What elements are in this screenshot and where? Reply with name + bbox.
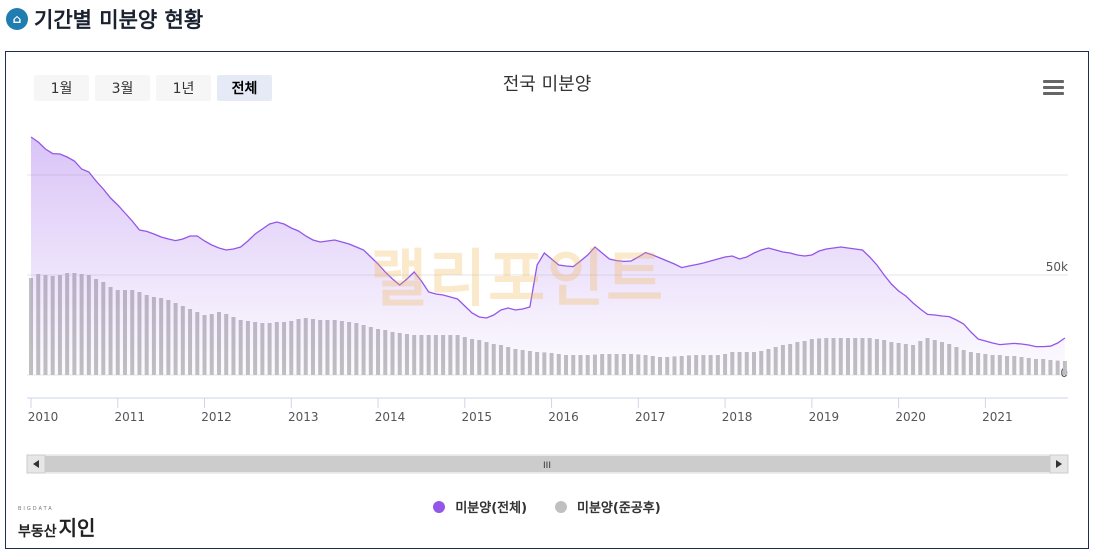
logo: BIGDATA 부동산 지인: [18, 506, 96, 540]
x-tick-label: 2017: [635, 410, 666, 424]
legend: 미분양(전체) 미분양(준공후): [0, 497, 1094, 516]
x-tick-label: 2020: [895, 410, 926, 424]
hamburger-icon[interactable]: [1043, 80, 1064, 98]
chart-title: 전국 미분양: [502, 74, 592, 95]
range-button-1m[interactable]: 1월: [34, 75, 89, 101]
arrow-left-icon: [33, 460, 39, 468]
scrollbar[interactable]: III: [26, 454, 1069, 474]
page-header: ⌂ 기간별 미분양 현황: [6, 4, 203, 34]
range-button-3m[interactable]: 3월: [95, 75, 150, 101]
x-tick-label: 2010: [28, 410, 59, 424]
legend-dot-icon: [555, 501, 568, 513]
legend-dot-icon: [433, 501, 446, 513]
range-button-all[interactable]: 전체: [217, 75, 272, 101]
x-tick-label: 2015: [462, 410, 493, 424]
y-tick-label: 50k: [1046, 260, 1068, 274]
x-tick-label: 2018: [722, 410, 753, 424]
line-total: [30, 136, 1066, 348]
page-title: 기간별 미분양 현황: [34, 8, 204, 32]
arrow-right-icon: [1056, 460, 1062, 468]
home-icon: ⌂: [6, 8, 28, 30]
x-tick-label: 2016: [548, 410, 579, 424]
chart-frame: [5, 51, 1089, 549]
x-tick-label: 2019: [809, 410, 840, 424]
x-tick-label: 2013: [288, 410, 319, 424]
x-tick-label: 2012: [201, 410, 232, 424]
legend-item-completed[interactable]: 미분양(준공후): [555, 497, 661, 516]
legend-item-total[interactable]: 미분양(전체): [433, 497, 527, 516]
watermark: 랠리포인트: [370, 242, 666, 315]
x-tick-label: 2011: [114, 410, 145, 424]
x-tick-label: 2021: [982, 410, 1013, 424]
scrollbar-thumb[interactable]: [45, 456, 1050, 472]
range-button-1y[interactable]: 1년: [156, 75, 211, 101]
scrollbar-grip: III: [543, 461, 551, 471]
x-tick-label: 2014: [375, 410, 406, 424]
